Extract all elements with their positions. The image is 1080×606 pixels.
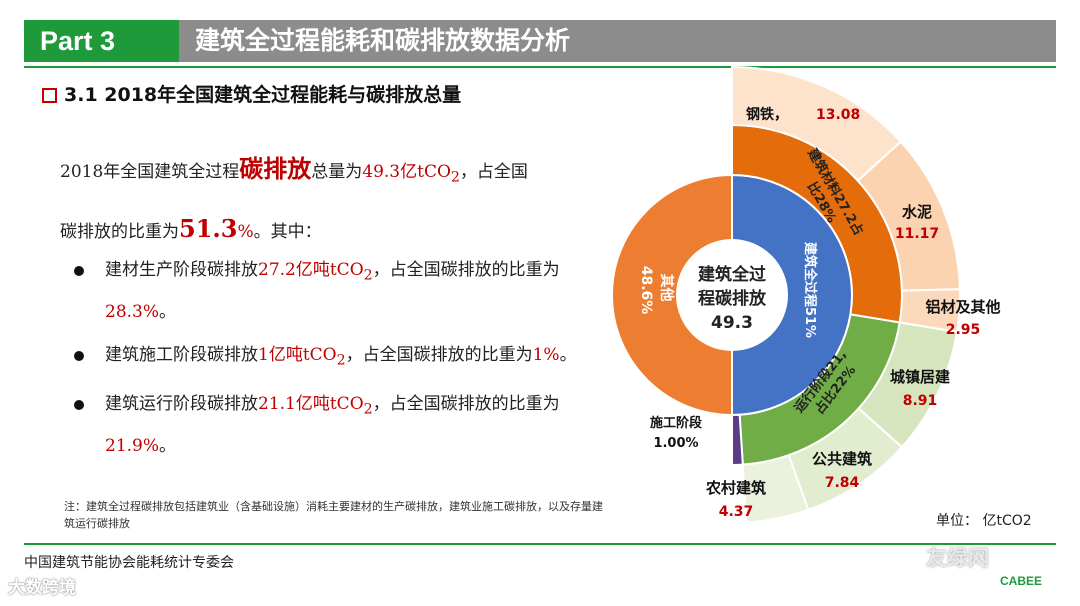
bullet-value-sub: 2 <box>363 267 373 284</box>
watermark-right: 友绿网 <box>926 546 989 570</box>
watermark-left: 大数跨境 <box>8 578 76 598</box>
intro-text-5: 。其中： <box>253 222 322 243</box>
bullet-share: 1% <box>532 345 560 366</box>
intro-text-1: 2018年全国建筑全过程 <box>60 162 240 182</box>
header-arrow-notch <box>161 20 179 62</box>
intro-text-2: 总量为 <box>311 162 363 182</box>
page-title: 建筑全过程能耗和碳排放数据分析 <box>195 26 571 55</box>
center-label-1: 建筑全过 <box>698 264 766 285</box>
label-cement-name: 水泥 <box>902 203 932 221</box>
square-bullet-icon <box>42 88 57 103</box>
intro-highlight-carbon: 碳排放 <box>239 154 312 183</box>
list-item: 建筑运行阶段碳排放21.1亿吨tCO2，占全国碳排放的比重为 21.9%。 <box>74 386 614 465</box>
label-urban-value: 8.91 <box>903 393 938 409</box>
header-bar: Part 3 建筑全过程能耗和碳排放数据分析 <box>24 20 1056 62</box>
bullet-text: 。 <box>159 302 177 323</box>
intro-total-value: 49.3亿tCO <box>362 162 451 182</box>
footnote: 注：建筑全过程碳排放包括建筑业（含基础设施）消耗主要建材的生产碳排放，建筑业施工… <box>64 500 603 530</box>
bullet-text: ，占全国碳排放的比重为 <box>372 393 560 414</box>
label-steel-name: 钢铁， <box>746 106 788 123</box>
label-aluminum-name: 铝材及其他 <box>925 298 1000 316</box>
intro-text-3: ，占全国 <box>459 162 528 182</box>
bullet-value: 1亿吨tCO <box>258 345 337 366</box>
cabee-logo: CABEE <box>1000 574 1043 588</box>
inner-other-label: 其他 48.6% <box>638 266 675 315</box>
bullet-value: 27.2亿吨tCO <box>258 260 364 280</box>
label-steel-value: 13.08 <box>816 107 860 123</box>
bullet-value-sub: 2 <box>363 401 373 418</box>
inner-other-name: 其他 <box>658 274 675 302</box>
intro-share-unit: % <box>237 222 254 243</box>
bullet-list: 建材生产阶段碳排放27.2亿吨tCO2，占全国碳排放的比重为28.3%。 建筑施… <box>74 252 614 471</box>
header-divider <box>24 66 1056 68</box>
center-value: 49.3 <box>711 313 753 333</box>
label-public-name: 公共建筑 <box>812 450 872 468</box>
inner-other-share: 48.6% <box>638 266 654 315</box>
intro-paragraph: 2018年全国建筑全过程碳排放总量为49.3亿tCO2，占全国 碳排放的比重为5… <box>60 143 620 258</box>
label-rural-name: 农村建筑 <box>705 479 766 497</box>
bullet-share: 21.9% <box>105 436 160 457</box>
bullet-text: 建筑施工阶段碳排放 <box>105 345 258 366</box>
unit-label: 单位： 亿tCO2 <box>936 513 1032 529</box>
bullet-text: 建材生产阶段碳排放 <box>105 260 258 280</box>
intro-text-4: 碳排放的比重为 <box>60 222 179 243</box>
bullet-value: 21.1亿吨tCO <box>258 393 364 414</box>
section-subtitle: 3.1 2018年全国建筑全过程能耗与碳排放总量 <box>64 84 462 106</box>
bullet-share: 28.3% <box>105 302 160 323</box>
center-label-2: 程碳排放 <box>698 288 767 309</box>
label-rural-value: 4.37 <box>719 504 754 520</box>
slice-other <box>611 173 733 417</box>
bullet-text: 。 <box>559 345 577 366</box>
label-cement-value: 11.17 <box>895 226 939 242</box>
label-aluminum-value: 2.95 <box>946 322 981 338</box>
header-gray-bar <box>161 20 1056 62</box>
footer-source: 中国建筑节能协会能耗统计专委会 <box>24 555 234 571</box>
slice-construction <box>731 413 744 467</box>
construction-share: 1.00% <box>653 436 698 451</box>
bullet-text: ，占全国碳排放的比重为 <box>345 345 533 366</box>
bullet-text: 。 <box>159 436 177 457</box>
label-public-value: 7.84 <box>825 475 860 491</box>
bullet-text: ，占全国碳排放的比重为 <box>372 260 560 280</box>
slice-outer-农村建筑 <box>741 453 810 524</box>
list-item: 建材生产阶段碳排放27.2亿吨tCO2，占全国碳排放的比重为 28.3%。 <box>74 252 614 331</box>
footer-divider <box>24 543 1056 545</box>
list-item: 建筑施工阶段碳排放1亿吨tCO2，占全国碳排放的比重为1%。 <box>74 337 614 379</box>
center-hole <box>676 239 788 351</box>
intro-total-sub: 2 <box>450 169 460 186</box>
label-urban-name: 城镇居建 <box>890 368 951 386</box>
inner-whole-label: 建筑全过程51% <box>802 242 818 338</box>
part-label: Part 3 <box>24 20 179 62</box>
bullet-text: 建筑运行阶段碳排放 <box>105 393 258 414</box>
bullet-value-sub: 2 <box>336 352 346 369</box>
construction-name: 施工阶段 <box>650 415 702 431</box>
intro-share-value: 51.3 <box>179 214 238 244</box>
